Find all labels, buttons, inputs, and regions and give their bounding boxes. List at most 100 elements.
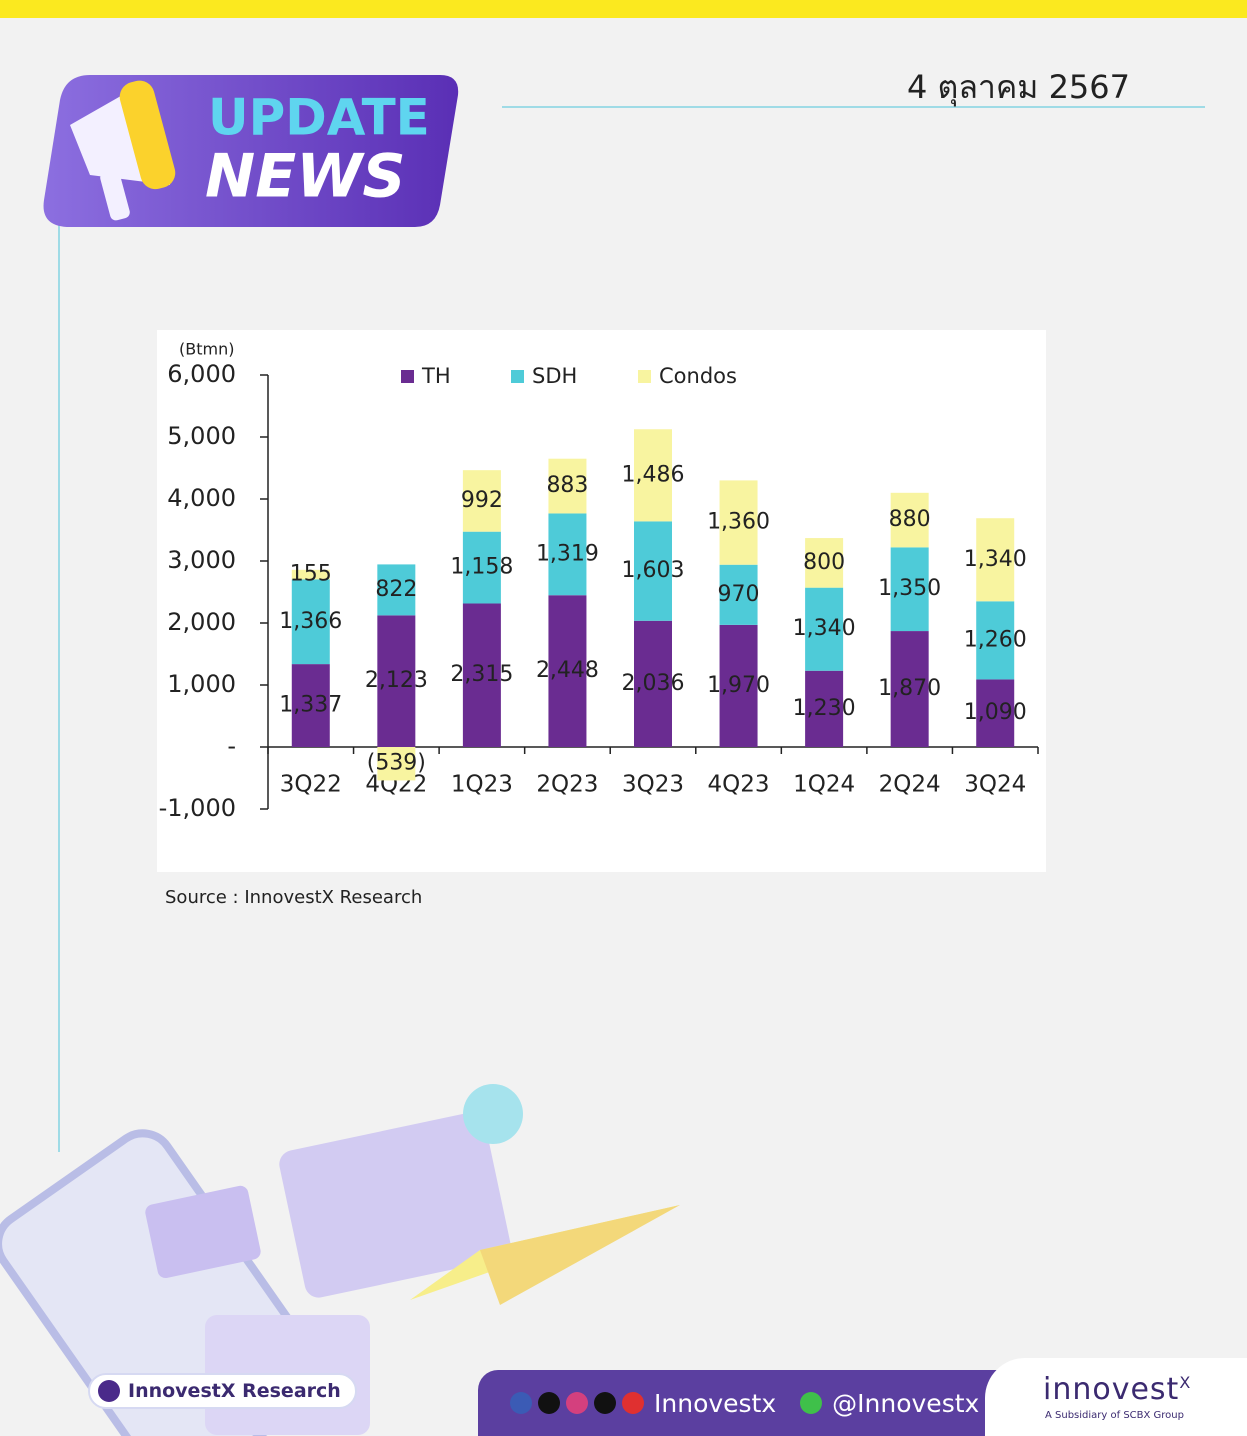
data-label: 155 bbox=[290, 562, 332, 587]
x-tick-label: 1Q23 bbox=[451, 772, 513, 798]
bar-segment bbox=[291, 664, 330, 747]
data-label: 1,337 bbox=[279, 693, 342, 718]
envelope-small bbox=[145, 1185, 261, 1279]
badge-line1: UPDATE bbox=[208, 89, 430, 147]
bell bbox=[463, 1084, 523, 1144]
bar-segment bbox=[377, 564, 416, 616]
data-label: 1,340 bbox=[793, 616, 856, 641]
bar-segment bbox=[719, 624, 758, 747]
chart: (Btmn) -1,000-1,0002,0003,0004,0005,0006… bbox=[157, 330, 1046, 872]
social-name: Innovestx bbox=[654, 1388, 777, 1418]
x-tick-label: 2Q24 bbox=[879, 772, 941, 798]
legend-swatch bbox=[401, 370, 414, 383]
data-label: 2,036 bbox=[622, 671, 685, 696]
envelope-large bbox=[279, 1112, 511, 1298]
x-tick-label: 3Q24 bbox=[964, 772, 1026, 798]
data-label: 2,448 bbox=[536, 658, 599, 683]
data-label: 2,123 bbox=[365, 668, 428, 693]
data-label: 1,603 bbox=[622, 558, 685, 583]
bar-segment bbox=[805, 587, 844, 671]
y-tick-label: 6,000 bbox=[167, 360, 236, 388]
y-tick-label: - bbox=[227, 732, 236, 760]
tagline: A Subsidiary of SCBX Group bbox=[1045, 1410, 1184, 1421]
data-label: 1,486 bbox=[622, 462, 685, 487]
data-label: 1,970 bbox=[707, 673, 770, 698]
bar-segment bbox=[634, 429, 672, 522]
x-icon[interactable] bbox=[538, 1392, 560, 1414]
date: 4 ตุลาคม 2567 bbox=[907, 68, 1130, 106]
update-news-badge: UPDATE NEWS bbox=[43, 75, 459, 227]
data-label: (539) bbox=[367, 751, 426, 776]
data-label: 1,870 bbox=[878, 676, 941, 701]
data-label: 1,350 bbox=[878, 576, 941, 601]
bar-segment bbox=[462, 470, 501, 532]
instagram-icon[interactable] bbox=[566, 1392, 588, 1414]
social-icons bbox=[510, 1392, 644, 1414]
x-tick-label: 2Q23 bbox=[536, 772, 598, 798]
data-label: 1,340 bbox=[964, 547, 1027, 572]
x-tick-label: 4Q23 bbox=[708, 772, 770, 798]
x-tick-label: 1Q24 bbox=[793, 772, 855, 798]
logo-text: innovest bbox=[1043, 1372, 1180, 1407]
y-tick-label: 3,000 bbox=[167, 546, 236, 574]
y-tick-label: -1,000 bbox=[159, 794, 236, 822]
data-label: 2,315 bbox=[450, 662, 513, 687]
bar-segment bbox=[805, 538, 844, 588]
bar-segment bbox=[291, 579, 330, 665]
data-label: 1,319 bbox=[536, 541, 599, 566]
data-label: 970 bbox=[718, 582, 760, 607]
paper-plane-wing bbox=[480, 1205, 680, 1305]
youtube-icon[interactable] bbox=[622, 1392, 644, 1414]
bar-segment bbox=[548, 595, 587, 747]
tiktok-icon[interactable] bbox=[594, 1392, 616, 1414]
line-icon[interactable] bbox=[800, 1392, 823, 1414]
y-tick-label: 4,000 bbox=[167, 484, 236, 512]
brand-pill-text: InnovestX Research bbox=[128, 1380, 341, 1402]
facebook-icon[interactable] bbox=[510, 1392, 532, 1414]
bar-segment bbox=[976, 679, 1015, 747]
data-label: 1,230 bbox=[793, 696, 856, 721]
brand-icon bbox=[98, 1380, 120, 1402]
bar-segment bbox=[462, 603, 501, 747]
bar-segment bbox=[634, 620, 672, 747]
side-line bbox=[58, 222, 60, 1152]
legend-swatch bbox=[511, 370, 524, 383]
y-tick-label: 2,000 bbox=[167, 608, 236, 636]
data-label: 800 bbox=[803, 550, 845, 575]
line-id: @Innovestx bbox=[832, 1388, 980, 1418]
social-bar: Innovestx @Innovestx bbox=[478, 1370, 1038, 1436]
brand-pill: InnovestX Research bbox=[88, 1373, 357, 1409]
bar-segment bbox=[634, 521, 672, 621]
legend-label: Condos bbox=[659, 364, 737, 388]
data-label: 1,158 bbox=[450, 555, 513, 580]
x-tick-label: 3Q23 bbox=[622, 772, 684, 798]
bar-segment bbox=[890, 492, 929, 548]
data-label: 1,366 bbox=[279, 609, 342, 634]
badge-line2: NEWS bbox=[205, 142, 406, 212]
bar-segment bbox=[719, 480, 758, 565]
bar-segment bbox=[719, 564, 758, 625]
data-label: 883 bbox=[546, 473, 588, 498]
data-label: 822 bbox=[375, 577, 417, 602]
logo-box: innovestX A Subsidiary of SCBX Group bbox=[985, 1358, 1247, 1436]
bar-segment bbox=[890, 547, 929, 632]
top-bar bbox=[0, 0, 1247, 18]
megaphone-handle bbox=[100, 169, 130, 221]
date-rule bbox=[502, 106, 1205, 108]
x-tick-label: 3Q22 bbox=[280, 772, 342, 798]
legend-label: TH bbox=[421, 364, 451, 388]
bar-segment bbox=[976, 601, 1015, 680]
bar-segment bbox=[377, 615, 416, 747]
y-tick-label: 5,000 bbox=[167, 422, 236, 450]
data-label: 1,090 bbox=[964, 700, 1027, 725]
data-label: 992 bbox=[461, 488, 503, 513]
source: Source : InnovestX Research bbox=[165, 887, 423, 908]
data-label: 880 bbox=[889, 507, 931, 532]
bar-segment bbox=[462, 531, 501, 604]
logo-sup: X bbox=[1179, 1373, 1192, 1392]
bar-segment bbox=[377, 747, 416, 781]
data-label: 1,260 bbox=[964, 627, 1027, 652]
bar-segment bbox=[548, 458, 587, 514]
legend-label: SDH bbox=[532, 364, 577, 388]
